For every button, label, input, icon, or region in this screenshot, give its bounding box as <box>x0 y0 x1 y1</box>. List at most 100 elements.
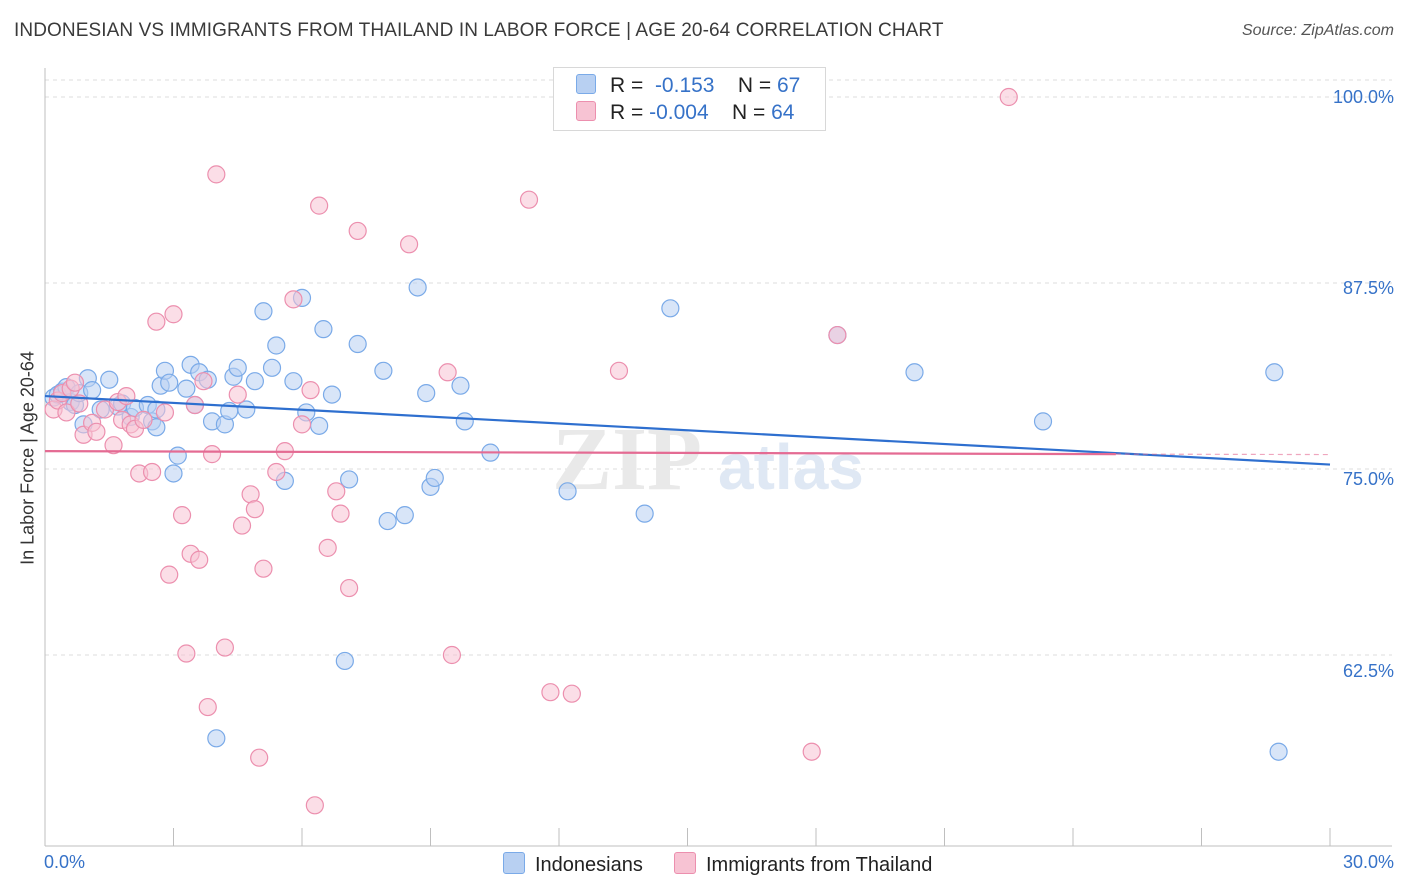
point-indonesians <box>348 334 367 354</box>
point-thailand <box>134 410 153 429</box>
bottom-legend-label: Immigrants from Thailand <box>706 854 933 876</box>
point-indonesians <box>340 470 359 489</box>
point-thailand <box>292 415 312 434</box>
point-indonesians <box>378 511 397 531</box>
point-indonesians <box>558 482 577 501</box>
y-axis-label: In Labor Force | Age 20-64 <box>17 351 38 565</box>
point-thailand <box>160 565 179 584</box>
point-indonesians <box>322 385 342 404</box>
n-label: N = <box>737 74 772 97</box>
point-thailand <box>228 385 247 404</box>
point-thailand <box>164 305 183 324</box>
point-thailand <box>284 290 303 309</box>
point-thailand <box>117 386 136 406</box>
point-indonesians <box>905 363 924 382</box>
point-thailand <box>609 361 629 380</box>
point-thailand <box>331 504 350 523</box>
gridlines <box>45 79 1392 656</box>
point-thailand <box>207 165 226 184</box>
point-thailand <box>828 325 847 345</box>
point-indonesians <box>1033 412 1053 431</box>
point-indonesians <box>455 412 474 431</box>
x-tick-max: 30.0% <box>1342 852 1394 872</box>
point-thailand <box>999 87 1018 107</box>
point-thailand <box>177 644 196 663</box>
bottom-legend-thailand: Immigrants from Thailand <box>674 852 932 877</box>
point-indonesians <box>451 376 470 395</box>
point-thailand <box>57 403 76 422</box>
point-thailand <box>305 796 324 815</box>
n-value: 64 <box>771 101 795 124</box>
trend-lines <box>44 394 1331 466</box>
point-thailand <box>348 221 367 241</box>
r-value: -0.153 <box>654 74 715 97</box>
chart-title: INDONESIAN VS IMMIGRANTS FROM THAILAND I… <box>14 20 944 41</box>
point-indonesians <box>395 506 414 525</box>
point-thailand <box>438 363 457 382</box>
point-indonesians <box>661 299 680 318</box>
point-thailand <box>198 697 217 717</box>
point-thailand <box>254 559 273 578</box>
point-thailand <box>194 372 213 391</box>
point-indonesians <box>314 320 333 339</box>
point-thailand <box>104 436 123 455</box>
point-thailand <box>250 748 269 767</box>
bottom-legend-indonesians: Indonesians <box>503 852 643 877</box>
axes <box>44 68 1392 847</box>
point-indonesians <box>168 446 187 465</box>
point-indonesians <box>635 504 654 523</box>
y-tick-87-5: 87.5% <box>1342 278 1394 298</box>
point-indonesians <box>83 381 102 400</box>
watermark-atlas: atlas <box>718 431 864 503</box>
point-thailand <box>519 190 539 209</box>
point-thailand <box>327 482 346 501</box>
point-thailand <box>215 638 234 657</box>
point-thailand <box>172 506 192 525</box>
point-thailand <box>442 645 462 665</box>
point-indonesians <box>254 302 273 321</box>
point-indonesians <box>1269 742 1288 761</box>
point-indonesians <box>1265 363 1284 382</box>
y-tick-75: 75.0% <box>1342 469 1394 489</box>
point-thailand <box>802 742 821 761</box>
r-value: -0.004 <box>649 101 709 124</box>
legend-swatch-indonesians <box>576 74 596 94</box>
point-indonesians <box>408 278 427 297</box>
point-thailand <box>190 550 209 569</box>
point-indonesians <box>164 464 183 483</box>
point-thailand <box>87 422 106 441</box>
point-indonesians <box>160 373 179 392</box>
bottom-legend-label: Indonesians <box>535 854 643 876</box>
y-tick-100: 100.0% <box>1332 87 1394 107</box>
point-indonesians <box>228 358 247 377</box>
data-points <box>44 87 1288 815</box>
point-thailand <box>232 516 252 535</box>
point-indonesians <box>284 372 303 391</box>
trend-thailand <box>44 450 1116 456</box>
point-thailand <box>541 683 560 702</box>
point-indonesians <box>237 400 256 419</box>
r-label: R = <box>610 74 644 97</box>
point-indonesians <box>335 651 354 671</box>
point-indonesians <box>177 379 196 398</box>
n-value: 67 <box>776 74 801 97</box>
point-indonesians <box>262 358 282 377</box>
point-thailand <box>155 403 175 422</box>
point-indonesians <box>245 372 264 391</box>
point-thailand <box>267 462 286 482</box>
bottom-legend-swatch-thailand <box>674 852 696 874</box>
point-thailand <box>318 538 337 557</box>
point-indonesians <box>374 361 393 380</box>
legend-row-thailand: R = -0.004 N = 64 <box>576 101 794 127</box>
point-indonesians <box>100 370 119 389</box>
correlation-legend: R = -0.153 N = 67 R = -0.004 N = 64 <box>553 67 826 131</box>
legend-swatch-thailand <box>576 101 596 121</box>
point-thailand <box>202 445 222 464</box>
point-indonesians <box>425 468 444 488</box>
n-label: N = <box>732 101 766 124</box>
point-thailand <box>245 500 264 519</box>
point-indonesians <box>267 336 286 355</box>
legend-row-indonesians: R = -0.153 N = 67 <box>576 74 800 100</box>
point-thailand <box>147 312 166 331</box>
